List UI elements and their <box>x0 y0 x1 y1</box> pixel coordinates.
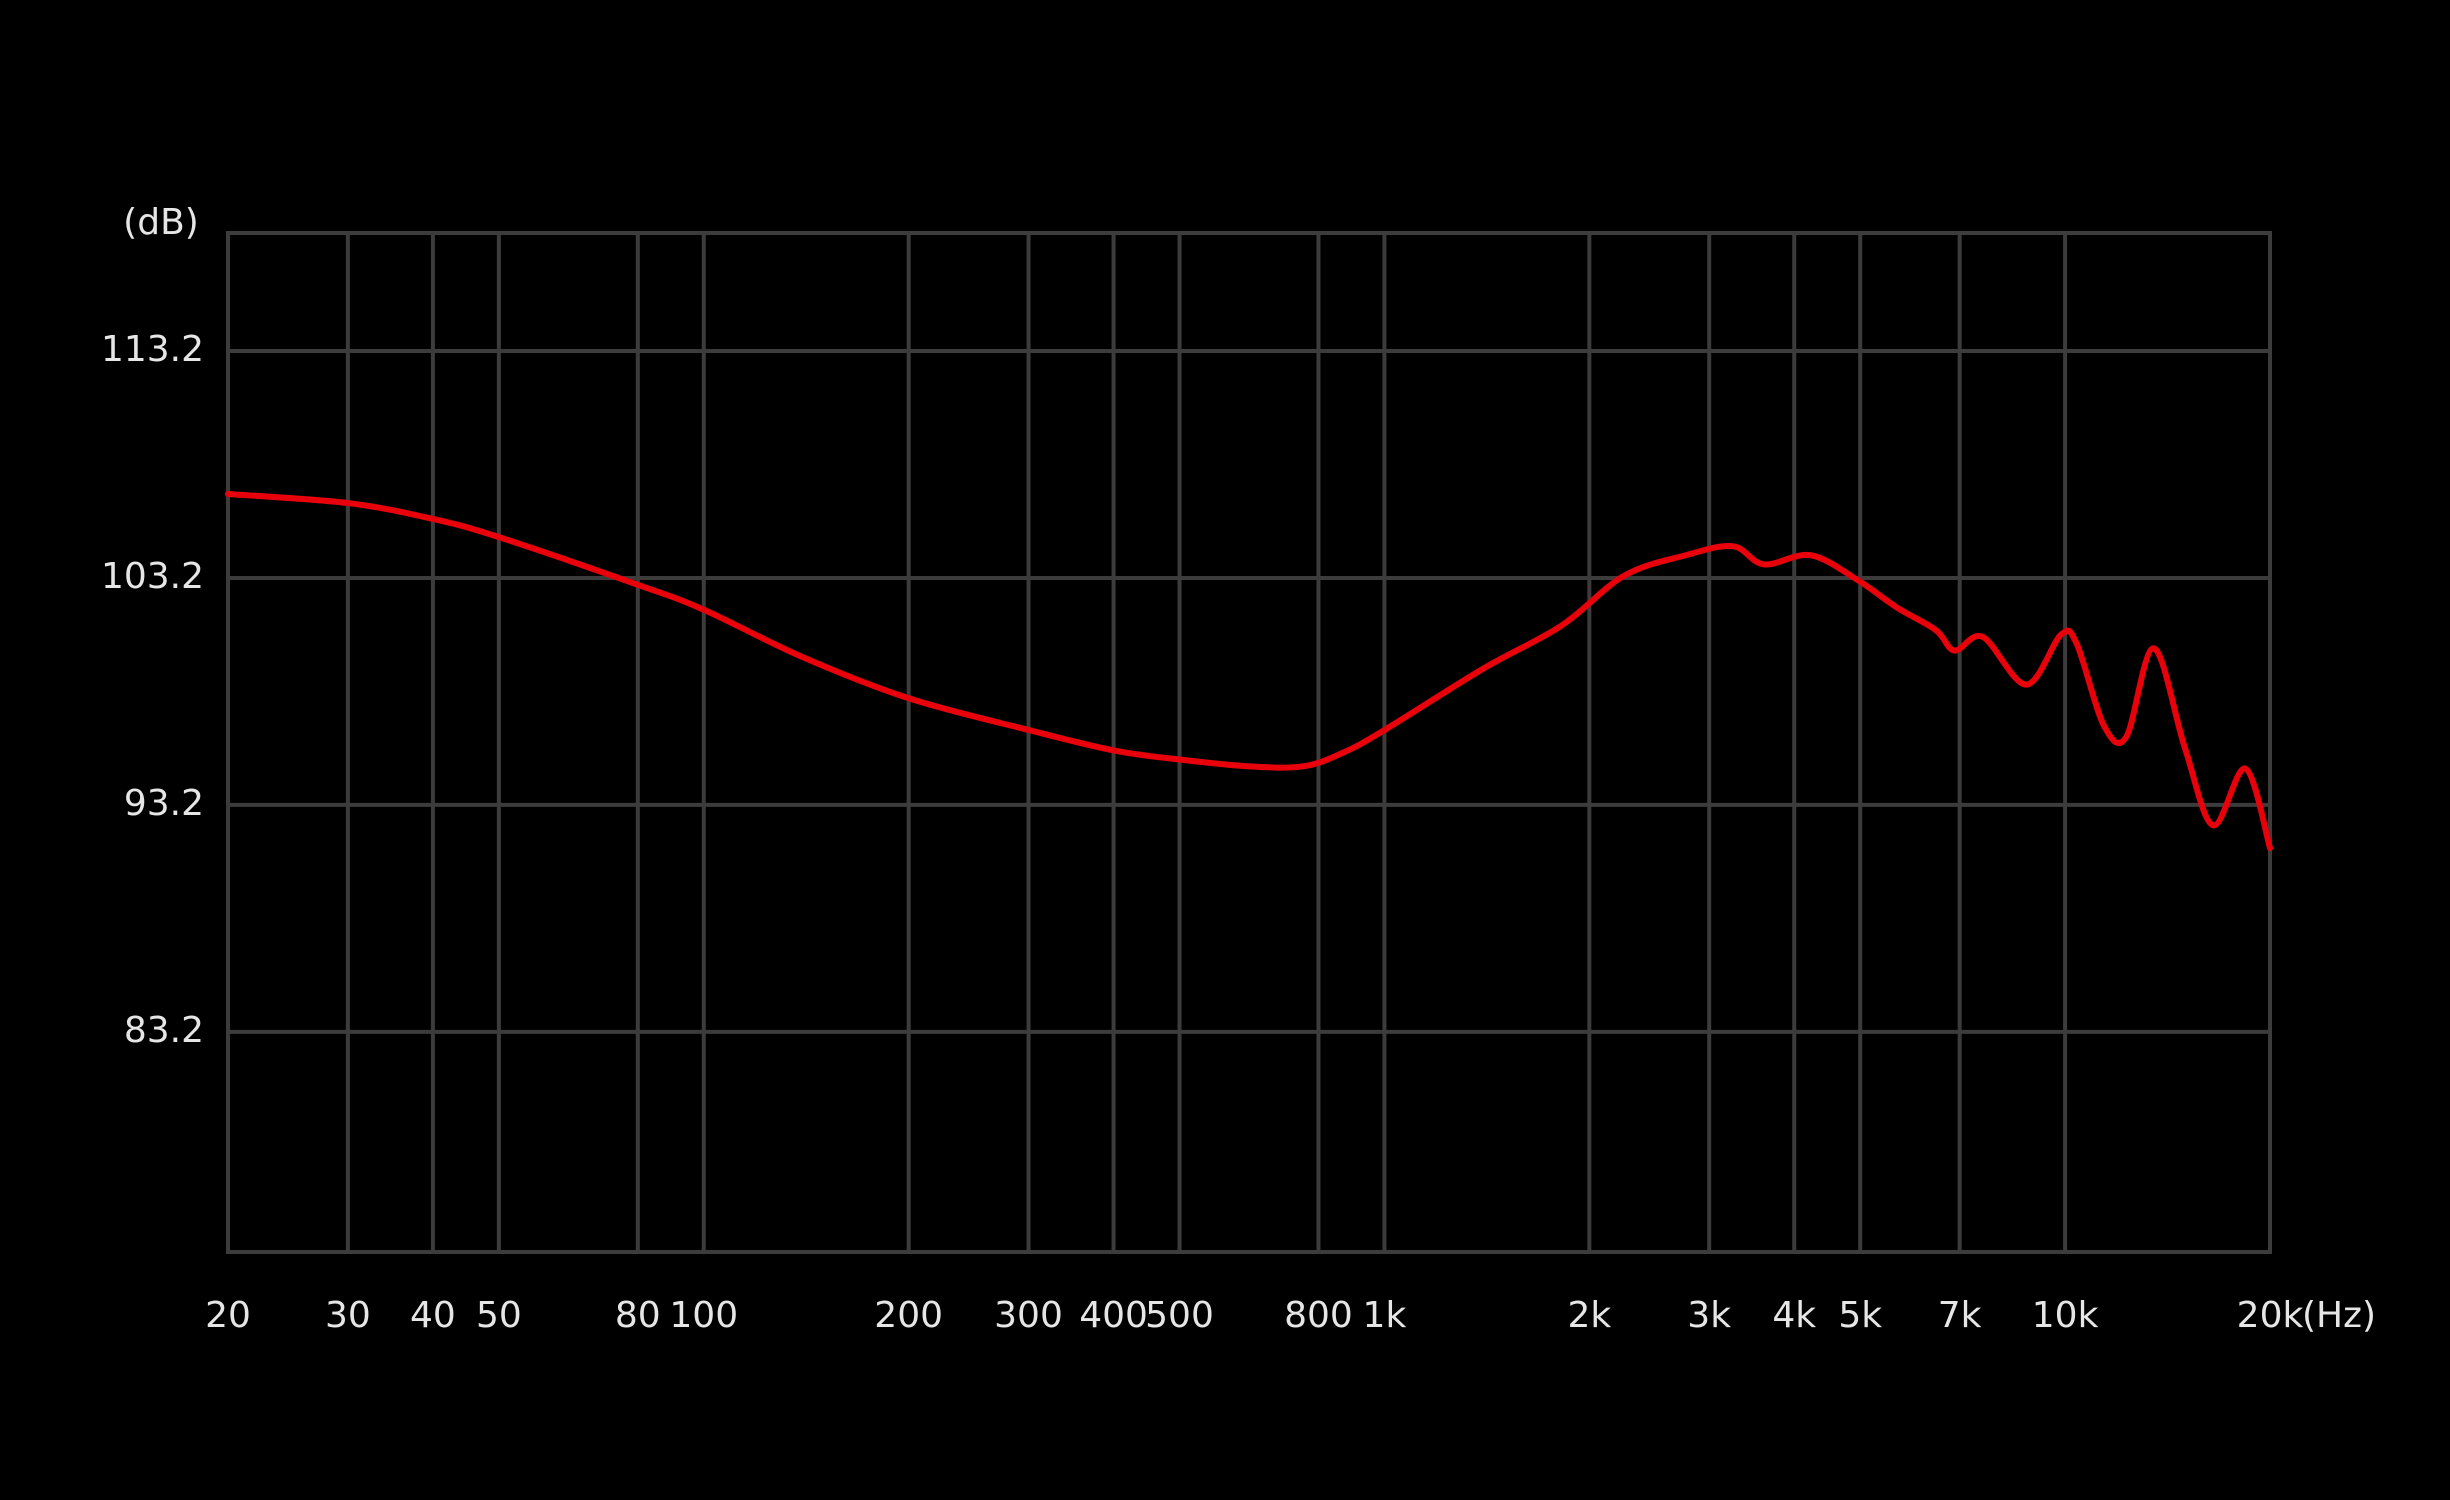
x-tick-label: 40 <box>410 1295 456 1336</box>
y-tick-label: 103.2 <box>101 556 204 597</box>
x-tick-label: 200 <box>874 1295 943 1336</box>
x-axis-label: (Hz) <box>2302 1295 2376 1336</box>
x-tick-label: 1k <box>1363 1295 1407 1336</box>
x-tick-label: 30 <box>325 1295 371 1336</box>
x-tick-label: 20 <box>205 1295 251 1336</box>
x-tick-label: 80 <box>615 1295 661 1336</box>
x-tick-label: 2k <box>1567 1295 1611 1336</box>
x-tick-label: 10k <box>2032 1295 2099 1336</box>
y-axis-label: (dB) <box>123 202 199 243</box>
response-curve <box>225 490 2273 852</box>
x-tick-label: 4k <box>1772 1295 1816 1336</box>
y-tick-label: 93.2 <box>124 783 204 824</box>
x-tick-label: 300 <box>994 1295 1063 1336</box>
y-tick-label: 113.2 <box>101 329 204 370</box>
y-tick-label: 83.2 <box>124 1010 204 1051</box>
x-tick-label: 5k <box>1838 1295 1882 1336</box>
x-tick-label: 20k <box>2237 1295 2304 1336</box>
x-tick-label: 800 <box>1284 1295 1353 1336</box>
x-tick-label: 3k <box>1687 1295 1731 1336</box>
x-tick-label: 7k <box>1938 1295 1982 1336</box>
x-tick-label: 100 <box>669 1295 738 1336</box>
x-tick-label: 50 <box>476 1295 522 1336</box>
x-tick-label: 500 <box>1145 1295 1214 1336</box>
x-tick-label: 400 <box>1079 1295 1148 1336</box>
